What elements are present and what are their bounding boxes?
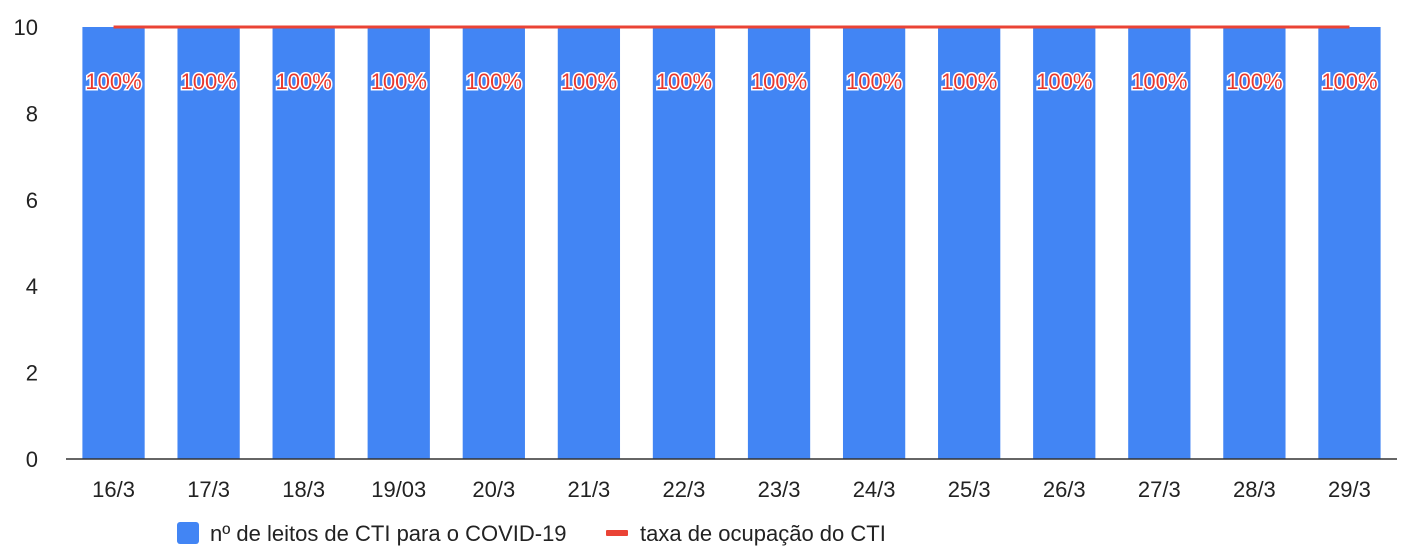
bar-29/3	[1318, 27, 1381, 459]
bar-19/03	[367, 27, 430, 459]
data-label-18/3: 100%	[276, 69, 332, 94]
x-tick-label-23/3: 23/3	[758, 477, 801, 502]
y-tick-label-6: 6	[26, 188, 38, 213]
bar-17/3	[177, 27, 240, 459]
legend: nº de leitos de CTI para o COVID-19 taxa …	[177, 521, 886, 546]
data-label-22/3: 100%	[656, 69, 712, 94]
x-tick-label-29/3: 29/3	[1328, 477, 1371, 502]
bars-layer	[82, 27, 1381, 459]
x-tick-label-24/3: 24/3	[853, 477, 896, 502]
bar-22/3	[652, 27, 716, 459]
x-tick-label-22/3: 22/3	[663, 477, 706, 502]
bar-24/3	[842, 27, 906, 459]
data-label-16/3: 100%	[85, 69, 141, 94]
data-label-20/3: 100%	[466, 69, 522, 94]
legend-swatch-line-icon	[606, 530, 628, 536]
data-label-28/3: 100%	[1226, 69, 1282, 94]
x-tick-label-25/3: 25/3	[948, 477, 991, 502]
data-label-27/3: 100%	[1131, 69, 1187, 94]
y-tick-label-10: 10	[14, 15, 38, 40]
legend-item-occupancy: taxa de ocupação do CTI	[606, 521, 886, 546]
data-label-29/3: 100%	[1321, 69, 1377, 94]
x-tick-label-28/3: 28/3	[1233, 477, 1276, 502]
data-label-26/3: 100%	[1036, 69, 1092, 94]
x-tick-label-27/3: 27/3	[1138, 477, 1181, 502]
y-tick-label-0: 0	[26, 447, 38, 472]
data-label-19/03: 100%	[371, 69, 427, 94]
bar-26/3	[1033, 27, 1096, 459]
x-tick-label-20/3: 20/3	[472, 477, 515, 502]
bar-25/3	[938, 27, 1001, 459]
axis-layer: 0 2 4 6 8 10 16/3 17/3 18/3 19/03 20/3 21/3 22/3 23/3…	[14, 15, 1397, 502]
bar-18/3	[272, 27, 335, 459]
legend-item-beds: nº de leitos de CTI para o COVID-19	[177, 521, 567, 546]
bar-21/3	[557, 27, 621, 459]
data-label-25/3: 100%	[941, 69, 997, 94]
y-tick-label-8: 8	[26, 101, 38, 126]
y-tick-label-2: 2	[26, 361, 38, 386]
bar-28/3	[1223, 27, 1286, 459]
x-tick-label-21/3: 21/3	[567, 477, 610, 502]
x-tick-label-16/3: 16/3	[92, 477, 135, 502]
bar-23/3	[747, 27, 811, 459]
legend-label-occupancy: taxa de ocupação do CTI	[640, 521, 886, 546]
data-label-23/3: 100%	[751, 69, 807, 94]
x-tick-label-18/3: 18/3	[282, 477, 325, 502]
x-tick-label-26/3: 26/3	[1043, 477, 1086, 502]
y-tick-label-4: 4	[26, 274, 38, 299]
bar-20/3	[462, 27, 525, 459]
data-labels-layer: 100% 100% 100% 100% 100% 100% 100% 100% 100% 100%…	[84, 68, 1379, 96]
data-label-21/3: 100%	[561, 69, 617, 94]
x-tick-label-17/3: 17/3	[187, 477, 230, 502]
bar-27/3	[1128, 27, 1191, 459]
legend-label-beds: nº de leitos de CTI para o COVID-19	[210, 521, 567, 546]
bar-16/3	[82, 27, 145, 459]
x-tick-label-19/03: 19/03	[371, 477, 426, 502]
data-label-24/3: 100%	[846, 69, 902, 94]
data-label-17/3: 100%	[180, 69, 236, 94]
legend-swatch-bar-icon	[177, 522, 199, 544]
